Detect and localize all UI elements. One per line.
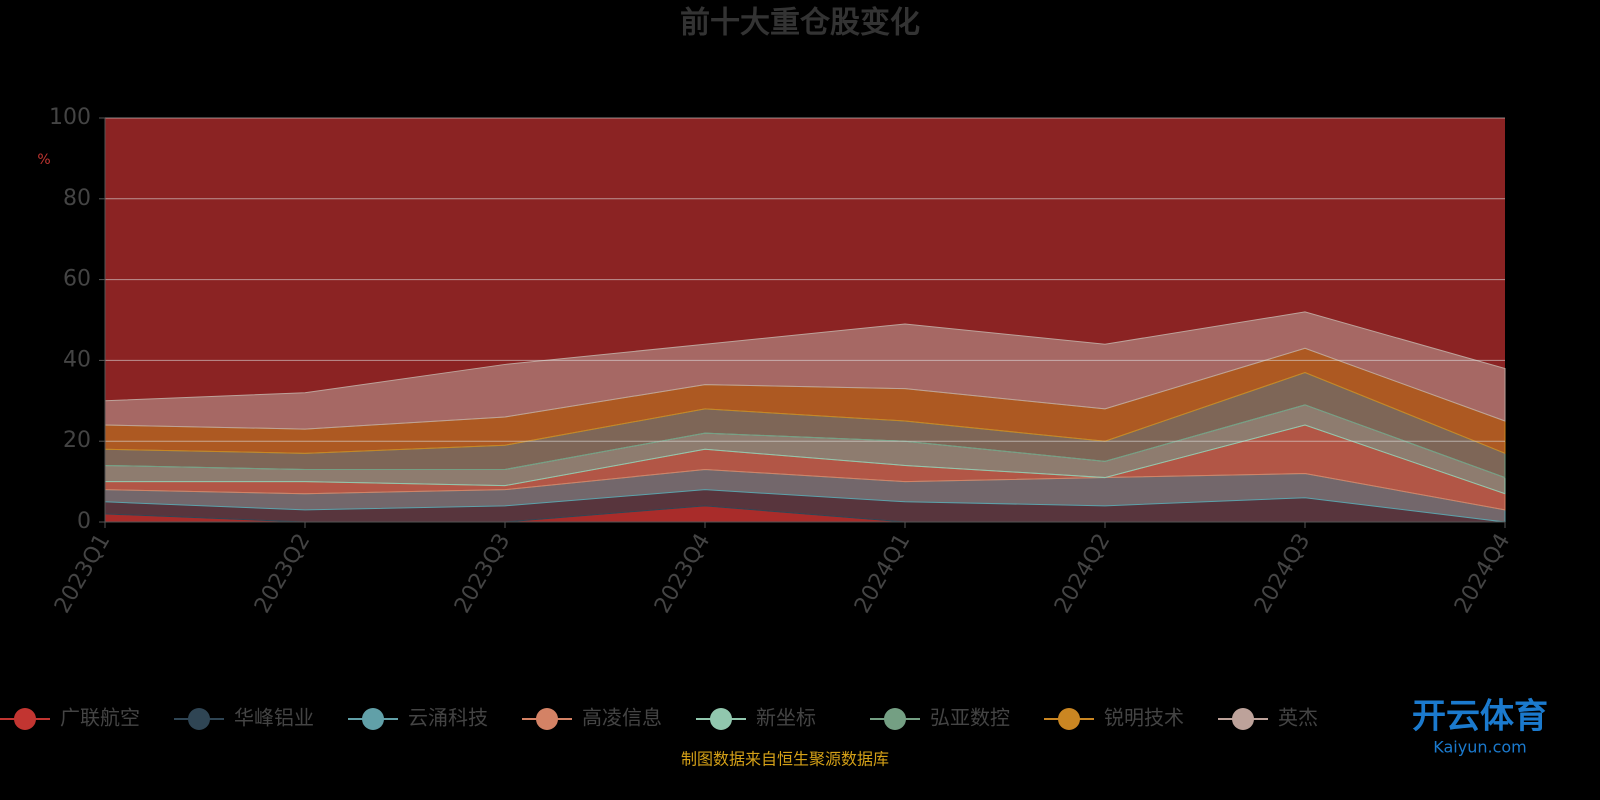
legend-label: 弘亚数控 xyxy=(930,706,1010,730)
legend-label: 新坐标 xyxy=(756,706,816,730)
legend-marker xyxy=(14,708,36,730)
x-tick-label: 2023Q1 xyxy=(50,530,115,618)
y-tick-label: 0 xyxy=(77,509,91,534)
legend-label: 广联航空 xyxy=(60,706,140,730)
y-axis-label: % xyxy=(37,152,50,168)
legend-marker xyxy=(536,708,558,730)
x-tick-label: 2024Q3 xyxy=(1250,530,1315,618)
legend-label: 华峰铝业 xyxy=(234,706,314,730)
legend-label: 英杰 xyxy=(1278,706,1318,730)
x-tick-label: 2024Q2 xyxy=(1050,530,1115,618)
watermark-url: Kaiyun.com xyxy=(1433,738,1526,757)
x-tick-label: 2023Q2 xyxy=(250,530,315,618)
x-tick-label: 2023Q3 xyxy=(450,530,515,618)
x-tick-label: 2024Q1 xyxy=(850,530,915,618)
y-tick-label: 80 xyxy=(63,186,91,211)
y-tick-label: 60 xyxy=(63,267,91,292)
y-tick-label: 20 xyxy=(63,428,91,453)
legend-marker xyxy=(1232,708,1254,730)
area xyxy=(104,311,1506,430)
legend-label: 高凌信息 xyxy=(582,706,662,730)
legend-marker xyxy=(710,708,732,730)
legend-label: 锐明技术 xyxy=(1104,706,1184,730)
y-tick-label: 100 xyxy=(49,105,91,130)
legend-marker xyxy=(188,708,210,730)
legend-marker xyxy=(884,708,906,730)
legend-label: 云涌科技 xyxy=(408,706,488,730)
chart-title: 前十大重仓股变化 xyxy=(680,6,920,41)
y-tick-label: 40 xyxy=(63,347,91,372)
legend-marker xyxy=(1058,708,1080,730)
source-note: 制图数据来自恒生聚源数据库 xyxy=(681,750,889,769)
x-tick-label: 2024Q4 xyxy=(1450,530,1515,618)
watermark-text: 开云体育 xyxy=(1412,697,1548,737)
x-tick-label: 2023Q4 xyxy=(650,530,715,618)
legend-marker xyxy=(362,708,384,730)
